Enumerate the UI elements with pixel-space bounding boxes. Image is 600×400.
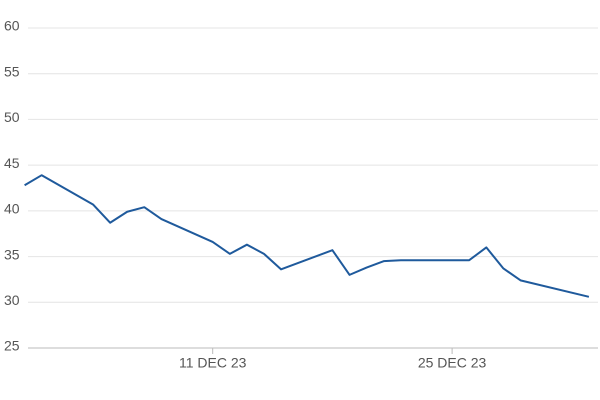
y-tick-label: 60 [4, 18, 20, 34]
y-tick-label: 50 [4, 109, 20, 125]
y-tick-label: 25 [4, 338, 20, 354]
x-tick-label: 25 DEC 23 [418, 355, 487, 371]
y-tick-label: 35 [4, 246, 20, 262]
y-tick-label: 55 [4, 63, 20, 79]
y-tick-label: 40 [4, 201, 20, 217]
y-tick-label: 45 [4, 155, 20, 171]
x-tick-label: 11 DEC 23 [179, 355, 247, 371]
y-tick-label: 30 [4, 292, 20, 308]
series-line [24, 174, 590, 298]
